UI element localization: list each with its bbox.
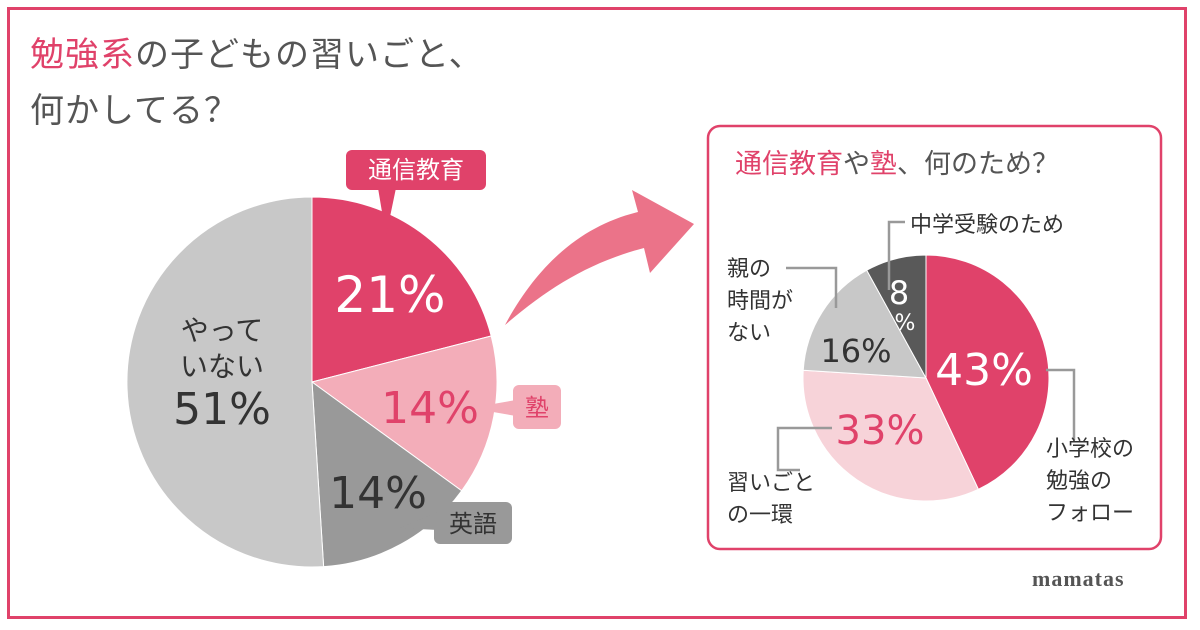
value-label-cram-school: 14% <box>381 383 479 434</box>
callout-correspondence: 通信教育 <box>346 150 486 236</box>
pie2-slice-2 <box>802 269 927 379</box>
value-label-parent-time: 16% <box>820 332 891 370</box>
arrow-icon <box>505 190 694 325</box>
leader-line-lessons <box>776 426 832 472</box>
pie2-slice-0 <box>925 254 1050 490</box>
pie1-slice-1 <box>310 335 498 492</box>
value-label-correspondence: 21% <box>334 266 445 324</box>
label-exam: 中学受験のため <box>910 213 1064 238</box>
label-lessons-line1: 習いごと <box>727 471 815 496</box>
right-box-title: 通信教育や塾、何のため？ <box>735 142 1059 181</box>
pie2-slice-1 <box>802 369 980 502</box>
title-accent: 勉強系 <box>30 37 135 74</box>
label-not-doing-line2: いない <box>180 350 264 383</box>
right-box-title-rest: 、何のため？ <box>897 149 1059 179</box>
callout-cram-school: 塾 <box>470 385 561 429</box>
brand-logo: mamatas <box>1032 566 1125 591</box>
pie2-slice-3 <box>866 254 927 379</box>
label-correspondence: 通信教育 <box>368 156 464 184</box>
label-lessons-line2: の一環 <box>727 503 793 528</box>
right-box-title-accent2: 塾 <box>870 149 897 179</box>
value-label-exam-number: 8 <box>889 274 909 312</box>
leader-line-school-follow <box>1046 368 1076 440</box>
pie-chart-1 <box>126 196 498 568</box>
label-parent-time-line2: 時間が <box>727 289 793 314</box>
value-label-school-follow: 43% <box>935 345 1033 396</box>
leader-line-exam <box>887 220 905 290</box>
title-rest: の子どもの習いごと、 <box>135 37 484 74</box>
right-box-title-accent1: 通信教育 <box>735 149 843 179</box>
page-title: 勉強系の子どもの習いごと、 何かしてる？ <box>30 28 484 140</box>
leader-lines <box>776 220 1076 472</box>
pie1-slice-0 <box>311 196 492 383</box>
label-cram-school: 塾 <box>525 394 549 422</box>
leader-line-parent-time <box>786 266 838 308</box>
right-box-title-mid: や <box>843 149 870 179</box>
label-school-follow-line2: 勉強の <box>1046 469 1112 494</box>
pie1-slice-3 <box>126 196 325 568</box>
value-label-lessons: 33% <box>836 408 925 454</box>
callout-english: 英語 <box>400 502 512 544</box>
value-label-english: 14% <box>329 468 427 519</box>
label-english: 英語 <box>449 510 497 538</box>
label-school-follow-line1: 小学校の <box>1046 437 1134 462</box>
label-parent-time-line3: ない <box>727 321 771 346</box>
title-line2: 何かしてる？ <box>30 93 239 130</box>
value-label-not-doing: 51% <box>173 384 271 435</box>
value-label-exam-percent: % <box>895 311 916 336</box>
label-parent-time-line1: 親の <box>727 257 771 282</box>
label-not-doing-line1: やって <box>181 314 264 347</box>
label-school-follow-line3: フォロー <box>1046 501 1134 526</box>
pie-chart-2 <box>802 254 1050 502</box>
